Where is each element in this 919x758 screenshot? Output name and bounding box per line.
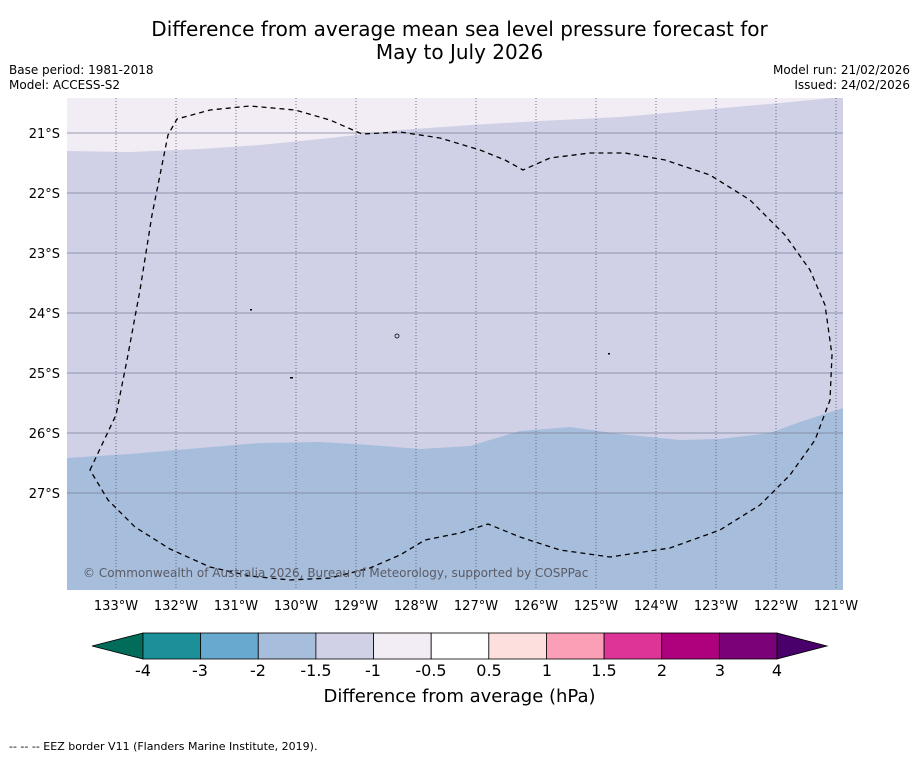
lon-label: 128°W <box>394 599 438 614</box>
island-marker <box>608 353 610 355</box>
eez-border <box>89 105 833 581</box>
colorbar-segment <box>430 632 490 660</box>
copyright-notice: © Commonwealth of Australia 2026, Bureau… <box>83 566 588 580</box>
lon-label: 129°W <box>334 599 378 614</box>
colorbar-tick-label: 1 <box>541 661 553 680</box>
island-marker <box>250 309 252 311</box>
colorbar-extension-low <box>91 632 144 660</box>
lon-label: 124°W <box>634 599 678 614</box>
longitude-gridlines <box>115 98 837 590</box>
colorbar-tick-label: -3 <box>192 661 208 680</box>
lon-label: 131°W <box>214 599 258 614</box>
lat-label: 23°S <box>29 247 60 262</box>
colorbar-tick-label: -1.5 <box>300 661 332 680</box>
colorbar-tick-label: 3 <box>714 661 726 680</box>
lon-label: 123°W <box>694 599 738 614</box>
colorbar-segment <box>142 632 202 660</box>
map-title-line-1: Difference from average mean sea level p… <box>151 17 768 41</box>
colorbar-segment <box>603 632 663 660</box>
lon-label: 126°W <box>514 599 558 614</box>
colorbar-segment <box>718 632 778 660</box>
colorbar-tick-label: 0.5 <box>476 661 502 680</box>
colorbar-title: Difference from average (hPa) <box>323 686 596 707</box>
lon-label: 122°W <box>754 599 798 614</box>
model-run: Model run: 21/02/2026 <box>772 63 910 77</box>
latitude-gridlines <box>67 132 843 494</box>
colorbar-tick-label: 1.5 <box>591 661 617 680</box>
island-marker <box>290 377 293 379</box>
colorbar-tick-label: -0.5 <box>415 661 447 680</box>
colorbar-tick-label: -1 <box>365 661 381 680</box>
lat-label: 25°S <box>29 367 60 382</box>
map-title: Difference from average mean sea level p… <box>0 18 919 64</box>
lat-label: 26°S <box>29 427 60 442</box>
island-markers <box>250 309 610 379</box>
colorbar-segment <box>661 632 720 660</box>
eez-footnote: -- -- -- EEZ border V11 (Flanders Marine… <box>9 740 318 753</box>
colorbar-segment <box>488 632 547 660</box>
anomaly-band-minus-2-to-minus-1.5 <box>67 408 843 590</box>
colorbar <box>91 632 829 660</box>
colorbar-segment <box>315 632 374 660</box>
base-period: Base period: 1981-2018 <box>9 63 154 77</box>
lon-label: 132°W <box>154 599 198 614</box>
lon-label: 133°W <box>94 599 138 614</box>
colorbar-segment <box>373 632 432 660</box>
colorbar-tick-label: 4 <box>771 661 783 680</box>
map-title-line-2: May to July 2026 <box>375 40 544 64</box>
colorbar-segment <box>200 632 259 660</box>
issued-date: Issued: 24/02/2026 <box>794 78 910 92</box>
lon-label: 125°W <box>574 599 618 614</box>
colorbar-tick-label: 2 <box>656 661 668 680</box>
lat-label: 24°S <box>29 307 60 322</box>
colorbar-extension-high <box>776 632 829 660</box>
map-area: © Commonwealth of Australia 2026, Bureau… <box>67 98 843 590</box>
lon-label: 121°W <box>814 599 858 614</box>
lon-label: 127°W <box>454 599 498 614</box>
island-marker <box>394 333 400 339</box>
latitude-labels: 21°S 22°S 23°S 24°S 25°S 26°S 27°S <box>29 127 60 502</box>
meta-right: Model run: 21/02/2026 Issued: 24/02/2026 <box>773 63 910 93</box>
colorbar-tick-label: -4 <box>135 661 151 680</box>
lat-label: 27°S <box>29 487 60 502</box>
meta-left: Base period: 1981-2018 Model: ACCESS-S2 <box>9 63 154 93</box>
model-name: Model: ACCESS-S2 <box>9 78 121 92</box>
lat-label: 21°S <box>29 127 60 142</box>
colorbar-segment <box>546 632 605 660</box>
lon-label: 130°W <box>274 599 318 614</box>
colorbar-tick-label: -2 <box>250 661 266 680</box>
lat-label: 22°S <box>29 187 60 202</box>
colorbar-segment <box>257 632 317 660</box>
longitude-labels: 133°W 132°W 131°W 130°W 129°W 128°W 127°… <box>94 599 858 614</box>
